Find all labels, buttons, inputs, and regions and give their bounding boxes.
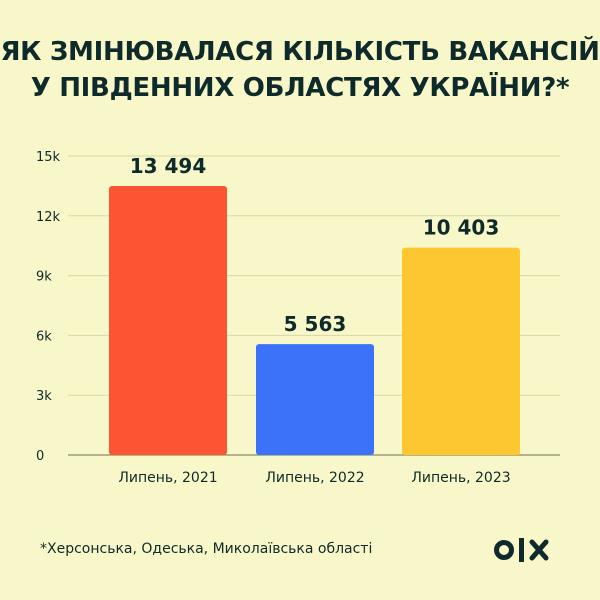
data-label: 10 403 — [423, 216, 500, 240]
data-label: 5 563 — [284, 312, 347, 336]
chart-title: ЯК ЗМІНЮВАЛАСЯ КІЛЬКІСТЬ ВАКАНСІЙ У ПІВД… — [0, 34, 600, 106]
y-tick-label: 6k — [36, 329, 52, 344]
x-tick-label: Липень, 2023 — [411, 470, 510, 486]
y-tick-label: 3k — [36, 389, 52, 404]
olx-logo — [494, 538, 549, 562]
x-tick-label: Липень, 2022 — [265, 470, 364, 486]
bar — [256, 344, 374, 455]
data-label: 13 494 — [130, 154, 207, 178]
footnote: *Херсонська, Одеська, Миколаївська облас… — [40, 541, 373, 557]
title-line-2: У ПІВДЕННИХ ОБЛАСТЯХ УКРАЇНИ?* — [30, 73, 570, 103]
y-tick-label: 15k — [36, 150, 61, 165]
y-tick-label: 12k — [36, 210, 61, 225]
x-tick-label: Липень, 2021 — [118, 470, 217, 486]
bar — [402, 247, 520, 455]
bar — [109, 186, 227, 456]
y-tick-label: 9k — [36, 270, 52, 285]
bar-chart: 0 3k 6k 9k 12k 15k 13 494 Липень, 2021 5 563 Липе… — [36, 150, 560, 486]
y-tick-label: 0 — [36, 449, 44, 464]
title-line-1: ЯК ЗМІНЮВАЛАСЯ КІЛЬКІСТЬ ВАКАНСІЙ — [0, 37, 600, 67]
